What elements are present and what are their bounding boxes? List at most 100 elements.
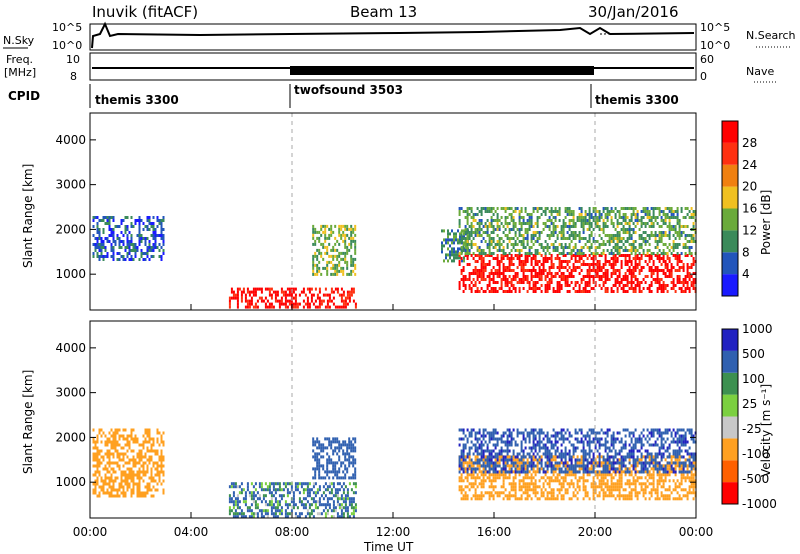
velocity-echo-cell bbox=[488, 473, 491, 477]
power-echo-cell bbox=[538, 287, 541, 290]
power-echo-cell bbox=[616, 287, 619, 290]
velocity-echo-cell bbox=[306, 491, 309, 495]
velocity-echo-cell bbox=[686, 464, 689, 468]
power-echo-cell bbox=[578, 237, 581, 240]
power-echo-cell bbox=[470, 222, 473, 225]
power-echo-cell bbox=[492, 213, 495, 216]
power-echo-cell bbox=[558, 213, 561, 216]
power-echo-cell bbox=[540, 246, 543, 249]
power-echo-cell bbox=[102, 243, 105, 246]
power-echo-cell bbox=[650, 257, 653, 260]
velocity-echo-cell bbox=[590, 467, 593, 471]
power-echo-cell bbox=[554, 219, 557, 222]
velocity-echo-cell bbox=[492, 461, 495, 465]
velocity-echo-cell bbox=[324, 446, 327, 450]
power-echo-cell bbox=[488, 240, 491, 243]
power-echo-cell bbox=[620, 281, 623, 284]
power-echo-cell bbox=[312, 302, 315, 306]
power-echo-cell bbox=[680, 290, 683, 293]
velocity-echo-cell bbox=[332, 485, 335, 489]
power-echo-cell bbox=[582, 216, 585, 219]
velocity-echo-cell bbox=[292, 500, 295, 504]
power-echo-cell bbox=[306, 302, 309, 306]
velocity-echo-cell bbox=[506, 434, 509, 438]
velocity-echo-cell bbox=[350, 488, 353, 492]
velocity-echo-cell bbox=[274, 488, 277, 492]
power-echo-cell bbox=[516, 257, 519, 260]
velocity-echo-cell bbox=[660, 479, 663, 483]
power-echo-cell bbox=[126, 216, 129, 219]
power-echo-cell bbox=[522, 287, 525, 290]
power-echo-cell bbox=[476, 254, 479, 257]
velocity-echo-cell bbox=[314, 506, 317, 510]
power-echo-cell bbox=[678, 278, 681, 281]
velocity-echo-cell bbox=[636, 491, 639, 495]
power-echo-cell bbox=[457, 253, 459, 257]
velocity-echo-cell bbox=[478, 443, 481, 447]
power-colorbar-swatch bbox=[722, 121, 738, 143]
power-echo-cell bbox=[618, 275, 621, 278]
velocity-echo-cell bbox=[318, 446, 321, 450]
velocity-echo-cell bbox=[676, 458, 679, 462]
power-echo-cell bbox=[508, 290, 511, 293]
power-echo-cell bbox=[518, 278, 521, 281]
power-echo-cell bbox=[570, 249, 573, 252]
power-echo-cell bbox=[618, 249, 621, 252]
power-echo-cell bbox=[606, 225, 609, 228]
velocity-echo-cell bbox=[340, 443, 343, 447]
power-echo-cell bbox=[455, 253, 457, 257]
velocity-echo-cell bbox=[536, 491, 539, 495]
velocity-echo-cell bbox=[118, 455, 121, 459]
power-echo-cell bbox=[488, 210, 491, 213]
power-echo-cell bbox=[464, 284, 467, 287]
power-echo-cell bbox=[150, 234, 153, 237]
velocity-echo-cell bbox=[624, 497, 627, 501]
power-echo-cell bbox=[510, 237, 513, 240]
power-echo-cell bbox=[528, 269, 531, 272]
velocity-echo-cell bbox=[258, 482, 261, 486]
velocity-echo-cell bbox=[244, 515, 247, 519]
velocity-echo-cell bbox=[230, 485, 233, 489]
power-echo-cell bbox=[506, 254, 509, 257]
power-echo-cell bbox=[558, 243, 561, 246]
power-echo-cell bbox=[310, 296, 313, 300]
velocity-echo-cell bbox=[336, 452, 339, 456]
velocity-echo-cell bbox=[482, 434, 485, 438]
velocity-echo-cell bbox=[584, 488, 587, 492]
velocity-echo-cell bbox=[502, 458, 505, 462]
power-echo-cell bbox=[660, 234, 663, 237]
velocity-echo-cell bbox=[330, 440, 333, 444]
power-echo-cell bbox=[326, 293, 329, 297]
velocity-echo-cell bbox=[474, 494, 477, 498]
velocity-echo-cell bbox=[354, 503, 357, 507]
velocity-echo-cell bbox=[494, 443, 497, 447]
velocity-echo-cell bbox=[630, 491, 633, 495]
power-echo-cell bbox=[340, 233, 343, 237]
power-echo-cell bbox=[686, 272, 689, 275]
velocity-echo-cell bbox=[334, 473, 337, 477]
velocity-echo-cell bbox=[646, 485, 649, 489]
power-echo-cell bbox=[318, 239, 321, 243]
power-echo-cell bbox=[306, 299, 309, 303]
velocity-echo-cell bbox=[114, 428, 117, 432]
power-echo-cell bbox=[260, 296, 263, 300]
power-echo-cell bbox=[642, 207, 645, 210]
velocity-echo-cell bbox=[644, 488, 647, 492]
power-echo-cell bbox=[494, 272, 497, 275]
velocity-echo-cell bbox=[568, 497, 571, 501]
power-echo-cell bbox=[354, 257, 357, 261]
power-echo-cell bbox=[458, 210, 461, 213]
velocity-echo-cell bbox=[346, 497, 349, 501]
velocity-echo-cell bbox=[130, 467, 133, 471]
power-echo-cell bbox=[476, 260, 479, 263]
power-echo-cell bbox=[658, 207, 661, 210]
velocity-echo-cell bbox=[482, 443, 485, 447]
velocity-echo-cell bbox=[474, 488, 477, 492]
velocity-echo-cell bbox=[468, 455, 471, 459]
velocity-echo-cell bbox=[352, 482, 355, 486]
power-echo-cell bbox=[594, 269, 597, 272]
power-echo-cell bbox=[470, 290, 473, 293]
velocity-echo-cell bbox=[648, 455, 651, 459]
power-echo-cell bbox=[690, 237, 693, 240]
velocity-echo-cell bbox=[106, 476, 109, 480]
